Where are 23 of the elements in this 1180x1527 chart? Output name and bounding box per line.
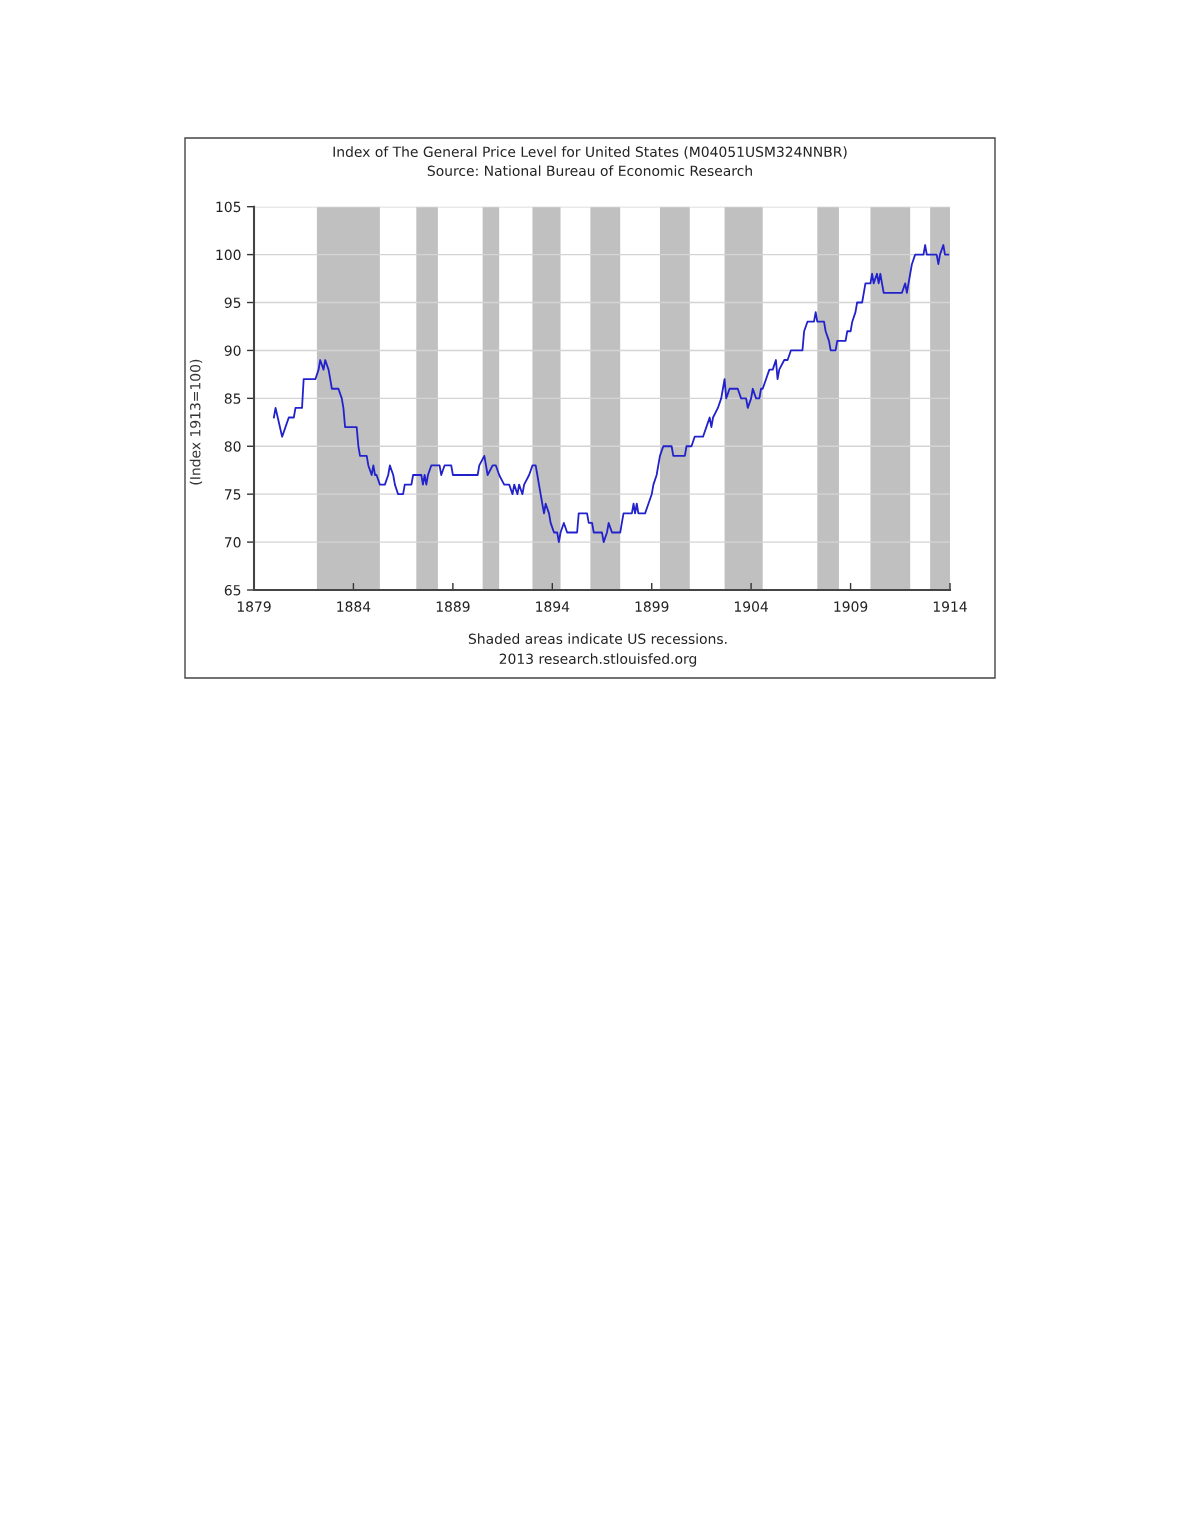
text: Shaded areas indicate US recessions. <box>468 633 727 645</box>
x-tick-label: 1914 <box>933 601 967 612</box>
y-tick-label: 90 <box>224 345 241 356</box>
chart-subtitle: Source: National Bureau of Economic Research <box>427 165 752 177</box>
chart-title: Index of The General Price Level for United States (M04051USM324NNBR) <box>333 146 847 159</box>
y-tick-label: 100 <box>216 249 241 261</box>
y-axis-title: (Index 1913=100) <box>189 359 203 485</box>
x-tick-label: 1889 <box>436 601 470 612</box>
y-tick-label: 85 <box>224 393 241 404</box>
x-tick-label: 1909 <box>834 601 868 612</box>
text: 2013 research.stlouisfed.org <box>499 653 697 667</box>
x-tick-label: 1884 <box>337 601 371 612</box>
y-tick-label: 105 <box>216 201 241 213</box>
y-tick-label: 80 <box>224 441 241 452</box>
x-tick-label: 1904 <box>734 601 768 612</box>
y-tick-label: 75 <box>224 489 241 500</box>
y-tick-label: 95 <box>224 297 241 308</box>
line-series <box>272 244 950 543</box>
x-tick-label: 1879 <box>237 601 271 612</box>
x-tick-label: 1899 <box>635 601 669 612</box>
y-tick-label: 70 <box>224 537 241 548</box>
x-tick-label: 1894 <box>536 601 570 612</box>
y-tick-label: 65 <box>224 584 241 596</box>
